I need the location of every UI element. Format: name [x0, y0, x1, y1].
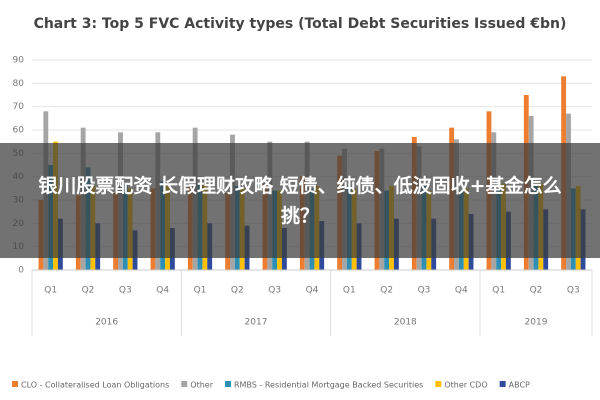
y-tick-label: 70 — [13, 102, 25, 112]
year-label: 2018 — [394, 318, 417, 328]
legend-label: Other — [190, 381, 213, 390]
x-tick-label: Q1 — [343, 286, 356, 296]
legend-label: CLO - Collateralised Loan Obligations — [21, 381, 169, 390]
x-tick-label: Q4 — [306, 286, 319, 296]
year-label: 2016 — [95, 318, 118, 328]
x-tick-label: Q3 — [567, 286, 580, 296]
x-tick-label: Q3 — [119, 286, 132, 296]
x-tick-label: Q1 — [492, 286, 505, 296]
chart-title: Chart 3: Top 5 FVC Activity types (Total… — [34, 16, 567, 32]
x-tick-label: Q3 — [268, 286, 281, 296]
legend-swatch — [435, 381, 442, 387]
legend-label: RMBS - Residential Mortgage Backed Secur… — [234, 381, 423, 390]
legend-swatch — [499, 381, 506, 387]
legend-label: Other CDO — [444, 381, 487, 390]
x-tick-label: Q2 — [231, 286, 244, 296]
x-tick-label: Q3 — [418, 286, 431, 296]
y-tick-label: 80 — [13, 79, 25, 89]
year-label: 2019 — [525, 318, 548, 328]
legend-swatch — [225, 381, 231, 387]
x-tick-label: Q2 — [82, 286, 95, 296]
x-tick-label: Q2 — [530, 286, 543, 296]
x-tick-label: Q4 — [156, 286, 169, 296]
legend-swatch — [181, 381, 188, 387]
legend-swatch — [12, 381, 18, 387]
year-label: 2017 — [245, 318, 268, 328]
x-tick-label: Q4 — [455, 286, 468, 296]
x-tick-label: Q1 — [44, 286, 57, 296]
y-tick-label: 90 — [13, 56, 25, 66]
y-tick-label: 0 — [18, 266, 24, 276]
legend-label: ABCP — [509, 381, 530, 390]
overlay-banner: 银川股票配资 长假理财攻略 短债、纯债、低波固收+基金怎么挑？ — [0, 143, 600, 258]
x-tick-label: Q1 — [194, 286, 207, 296]
y-tick-label: 60 — [13, 126, 25, 136]
x-tick-label: Q2 — [380, 286, 393, 296]
